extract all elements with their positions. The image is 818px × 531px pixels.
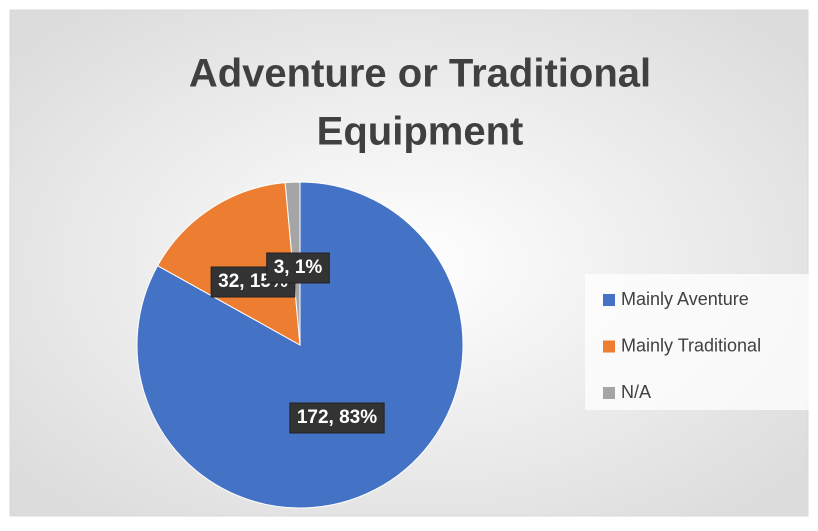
- data-label-box: [266, 252, 330, 284]
- chart-title: Equipment: [317, 110, 524, 154]
- data-label: 172, 83%: [297, 407, 377, 428]
- legend-label: N/A: [621, 382, 651, 402]
- legend-label: Mainly Traditional: [621, 335, 761, 355]
- data-label-box: [289, 402, 385, 434]
- legend-swatch: [603, 340, 615, 353]
- legend-label: Mainly Aventure: [621, 289, 749, 309]
- pie-slice: [156, 182, 301, 346]
- legend: [585, 274, 810, 410]
- legend-swatch: [603, 387, 615, 399]
- data-label: 3, 1%: [274, 257, 323, 278]
- chart-title: Adventure or Traditional: [189, 52, 651, 96]
- legend-swatch: [603, 294, 615, 306]
